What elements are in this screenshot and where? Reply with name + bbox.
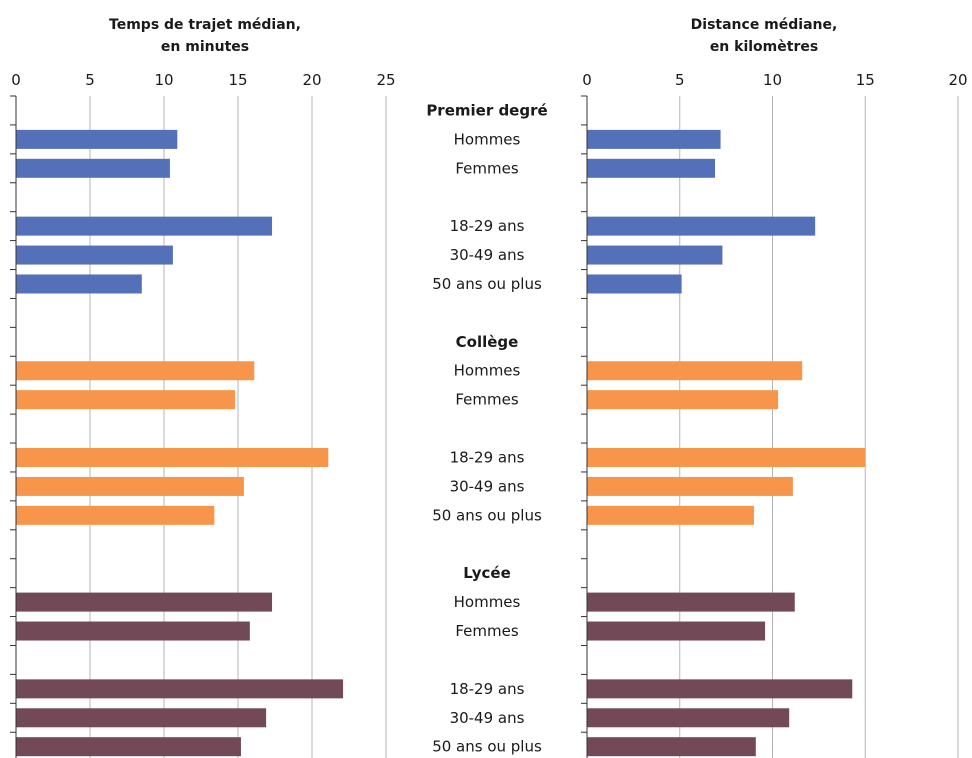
distance-title-line-2: en kilomètres	[710, 39, 818, 55]
travel-time-title-line-2: en minutes	[161, 39, 249, 55]
distance-bar	[587, 158, 715, 178]
category-label: Femmes	[455, 391, 518, 409]
category-label: Femmes	[455, 159, 518, 177]
distance-bar	[587, 592, 795, 612]
travel-time-bar	[16, 158, 170, 178]
distance-bar	[587, 737, 756, 757]
travel-time-bar	[16, 361, 255, 381]
distance-bar	[587, 621, 766, 641]
travel-time-category-axis	[10, 95, 17, 758]
travel-time-bar	[16, 129, 178, 149]
distance-bar	[587, 708, 790, 728]
category-label: Hommes	[454, 130, 521, 148]
category-label: 18-29 ans	[450, 449, 525, 467]
travel-time-tick-label: 25	[376, 71, 395, 89]
category-label: 30-49 ans	[450, 477, 525, 495]
distance-tick-label: 20	[948, 71, 967, 89]
category-label: 30-49 ans	[450, 246, 525, 264]
distance-tick-labels: 0 5 10 15 20	[582, 71, 967, 89]
travel-time-bar	[16, 245, 173, 265]
travel-time-title-line-1: Temps de trajet médian,	[109, 17, 301, 33]
distance-title-line-1: Distance médiane,	[691, 17, 838, 33]
travel-time-bar	[16, 216, 273, 236]
travel-time-bar	[16, 505, 215, 525]
category-label: 50 ans ou plus	[432, 738, 542, 756]
category-label: 30-49 ans	[450, 709, 525, 727]
distance-gridlines	[679, 96, 959, 758]
category-label: Femmes	[455, 622, 518, 640]
distance-tick-label: 5	[675, 71, 685, 89]
distance-bar	[587, 216, 816, 236]
travel-time-panel: Temps de trajet médian, en minutes 0 5 10 1…	[10, 17, 396, 758]
distance-bar	[587, 448, 866, 467]
distance-tick-label: 15	[856, 71, 875, 89]
distance-bar	[587, 679, 853, 699]
distance-category-axis	[581, 95, 588, 758]
category-label: 18-29 ans	[450, 217, 525, 235]
travel-time-gridlines	[89, 96, 387, 758]
travel-time-tick-label: 5	[85, 71, 95, 89]
distance-bar	[587, 361, 803, 381]
travel-time-bar	[16, 476, 244, 496]
travel-time-tick-label: 10	[154, 71, 173, 89]
row-labels: Premier degré Hommes Femmes 18-29 ans 30-49 …	[426, 101, 547, 755]
category-label: 18-29 ans	[450, 680, 525, 698]
travel-time-bar	[16, 708, 267, 728]
travel-time-bar	[16, 592, 273, 612]
travel-time-tick-label: 0	[11, 71, 21, 89]
travel-time-bar	[16, 737, 241, 757]
group-heading-label: Collège	[456, 333, 519, 351]
travel-time-bar	[16, 679, 344, 699]
group-heading-label: Premier degré	[426, 101, 547, 119]
travel-time-tick-label: 15	[228, 71, 247, 89]
distance-bar	[587, 390, 779, 410]
distance-bar	[587, 476, 793, 496]
travel-time-bar	[16, 274, 142, 294]
category-label: 50 ans ou plus	[432, 275, 542, 293]
distance-bars	[587, 129, 866, 757]
distance-bar	[587, 274, 682, 294]
category-label: Hommes	[454, 593, 521, 611]
distance-tick-label: 0	[582, 71, 592, 89]
distance-bar	[587, 505, 754, 525]
travel-time-bar	[16, 390, 236, 410]
travel-time-bar	[16, 448, 329, 467]
distance-tick-label: 10	[763, 71, 782, 89]
travel-time-tick-label: 20	[302, 71, 321, 89]
travel-time-bar	[16, 621, 250, 641]
category-label: 50 ans ou plus	[432, 506, 542, 524]
distance-panel: Distance médiane, en kilomètres 0 5 10 15 20	[581, 17, 968, 758]
distance-bar	[587, 245, 723, 265]
travel-time-tick-labels: 0 5 10 15 20 25	[11, 71, 395, 89]
group-heading-label: Lycée	[463, 564, 511, 582]
travel-time-bars	[16, 129, 344, 757]
category-label: Hommes	[454, 362, 521, 380]
distance-bar	[587, 129, 721, 149]
